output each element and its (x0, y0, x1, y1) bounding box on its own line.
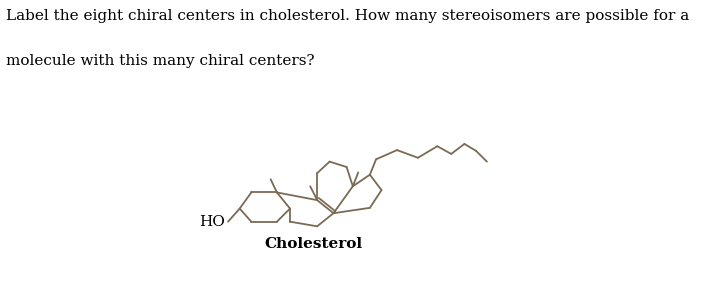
Text: HO: HO (199, 215, 225, 229)
Text: molecule with this many chiral centers?: molecule with this many chiral centers? (6, 54, 315, 68)
Text: Cholesterol: Cholesterol (264, 237, 362, 251)
Text: Label the eight chiral centers in cholesterol. How many stereoisomers are possib: Label the eight chiral centers in choles… (6, 9, 689, 23)
